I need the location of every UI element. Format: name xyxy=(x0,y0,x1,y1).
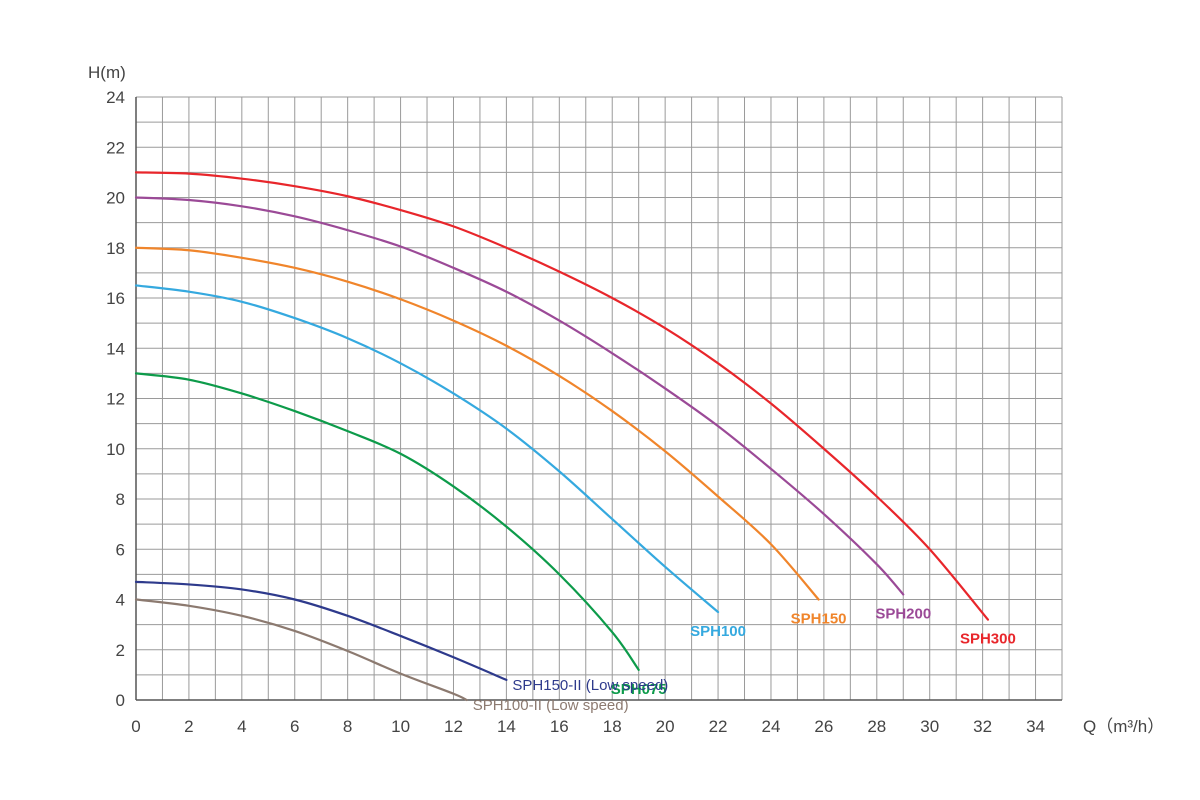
x-tick-label: 20 xyxy=(656,717,675,736)
y-tick-label: 24 xyxy=(106,88,125,107)
series-label-sph200: SPH200 xyxy=(875,605,931,622)
grid xyxy=(135,96,1063,701)
y-tick-label: 2 xyxy=(116,641,125,660)
series-label-sph100-ii-low-speed: SPH100-II (Low speed) xyxy=(473,697,629,714)
x-tick-label: 24 xyxy=(762,717,781,736)
curve-labels: SPH300 SPH200 SPH150 SPH100 SPH075SPH150-II … xyxy=(473,605,1016,714)
y-tick-label: 10 xyxy=(106,440,125,459)
axes: 0 2 4 6 8 10 12 14 16 18 20 22 24 26 28 30 32 34024681012… xyxy=(106,88,1062,736)
x-tick-label: 12 xyxy=(444,717,463,736)
x-axis-title: Q（m³/h） xyxy=(1083,717,1164,736)
series-line-sph150-ii-low-speed xyxy=(134,580,508,681)
series-line-sph100 xyxy=(134,284,720,614)
series-label-sph150: SPH150 xyxy=(791,611,847,628)
y-axis-title: H(m) xyxy=(88,63,126,82)
series-label-sph300: SPH300 xyxy=(960,631,1016,648)
x-tick-label: 16 xyxy=(550,717,569,736)
x-tick-label: 34 xyxy=(1026,717,1045,736)
series-line-sph150 xyxy=(134,246,820,601)
y-tick-label: 0 xyxy=(116,691,125,710)
y-tick-label: 14 xyxy=(106,339,125,358)
x-tick-label: 22 xyxy=(709,717,728,736)
series-line-sph300 xyxy=(134,171,990,621)
x-tick-label: 8 xyxy=(343,717,352,736)
x-tick-label: 2 xyxy=(184,717,193,736)
x-tick-label: 6 xyxy=(290,717,299,736)
y-tick-label: 16 xyxy=(106,289,125,308)
curves xyxy=(134,171,990,702)
x-tick-label: 14 xyxy=(497,717,516,736)
y-tick-label: 8 xyxy=(116,490,125,509)
x-tick-label: 10 xyxy=(391,717,410,736)
y-tick-label: 20 xyxy=(106,189,125,208)
y-tick-label: 12 xyxy=(106,390,125,409)
series-line-sph100-ii-low-speed xyxy=(134,598,468,702)
x-tick-label: 30 xyxy=(920,717,939,736)
y-tick-label: 4 xyxy=(116,591,125,610)
series-line-sph200 xyxy=(134,196,905,596)
series-label-sph100: SPH100 xyxy=(690,623,746,640)
x-tick-label: 26 xyxy=(814,717,833,736)
y-tick-label: 18 xyxy=(106,239,125,258)
y-tick-label: 22 xyxy=(106,138,125,157)
series-label-sph075: SPH075 xyxy=(611,681,667,698)
x-tick-label: 4 xyxy=(237,717,246,736)
y-tick-label: 6 xyxy=(116,540,125,559)
series-label-sph150-ii-low-speed: SPH150-II (Low speed) xyxy=(512,677,668,694)
x-tick-label: 0 xyxy=(131,717,140,736)
x-tick-label: 18 xyxy=(603,717,622,736)
x-tick-label: 32 xyxy=(973,717,992,736)
series-line-sph075 xyxy=(134,372,640,671)
x-tick-label: 28 xyxy=(867,717,886,736)
